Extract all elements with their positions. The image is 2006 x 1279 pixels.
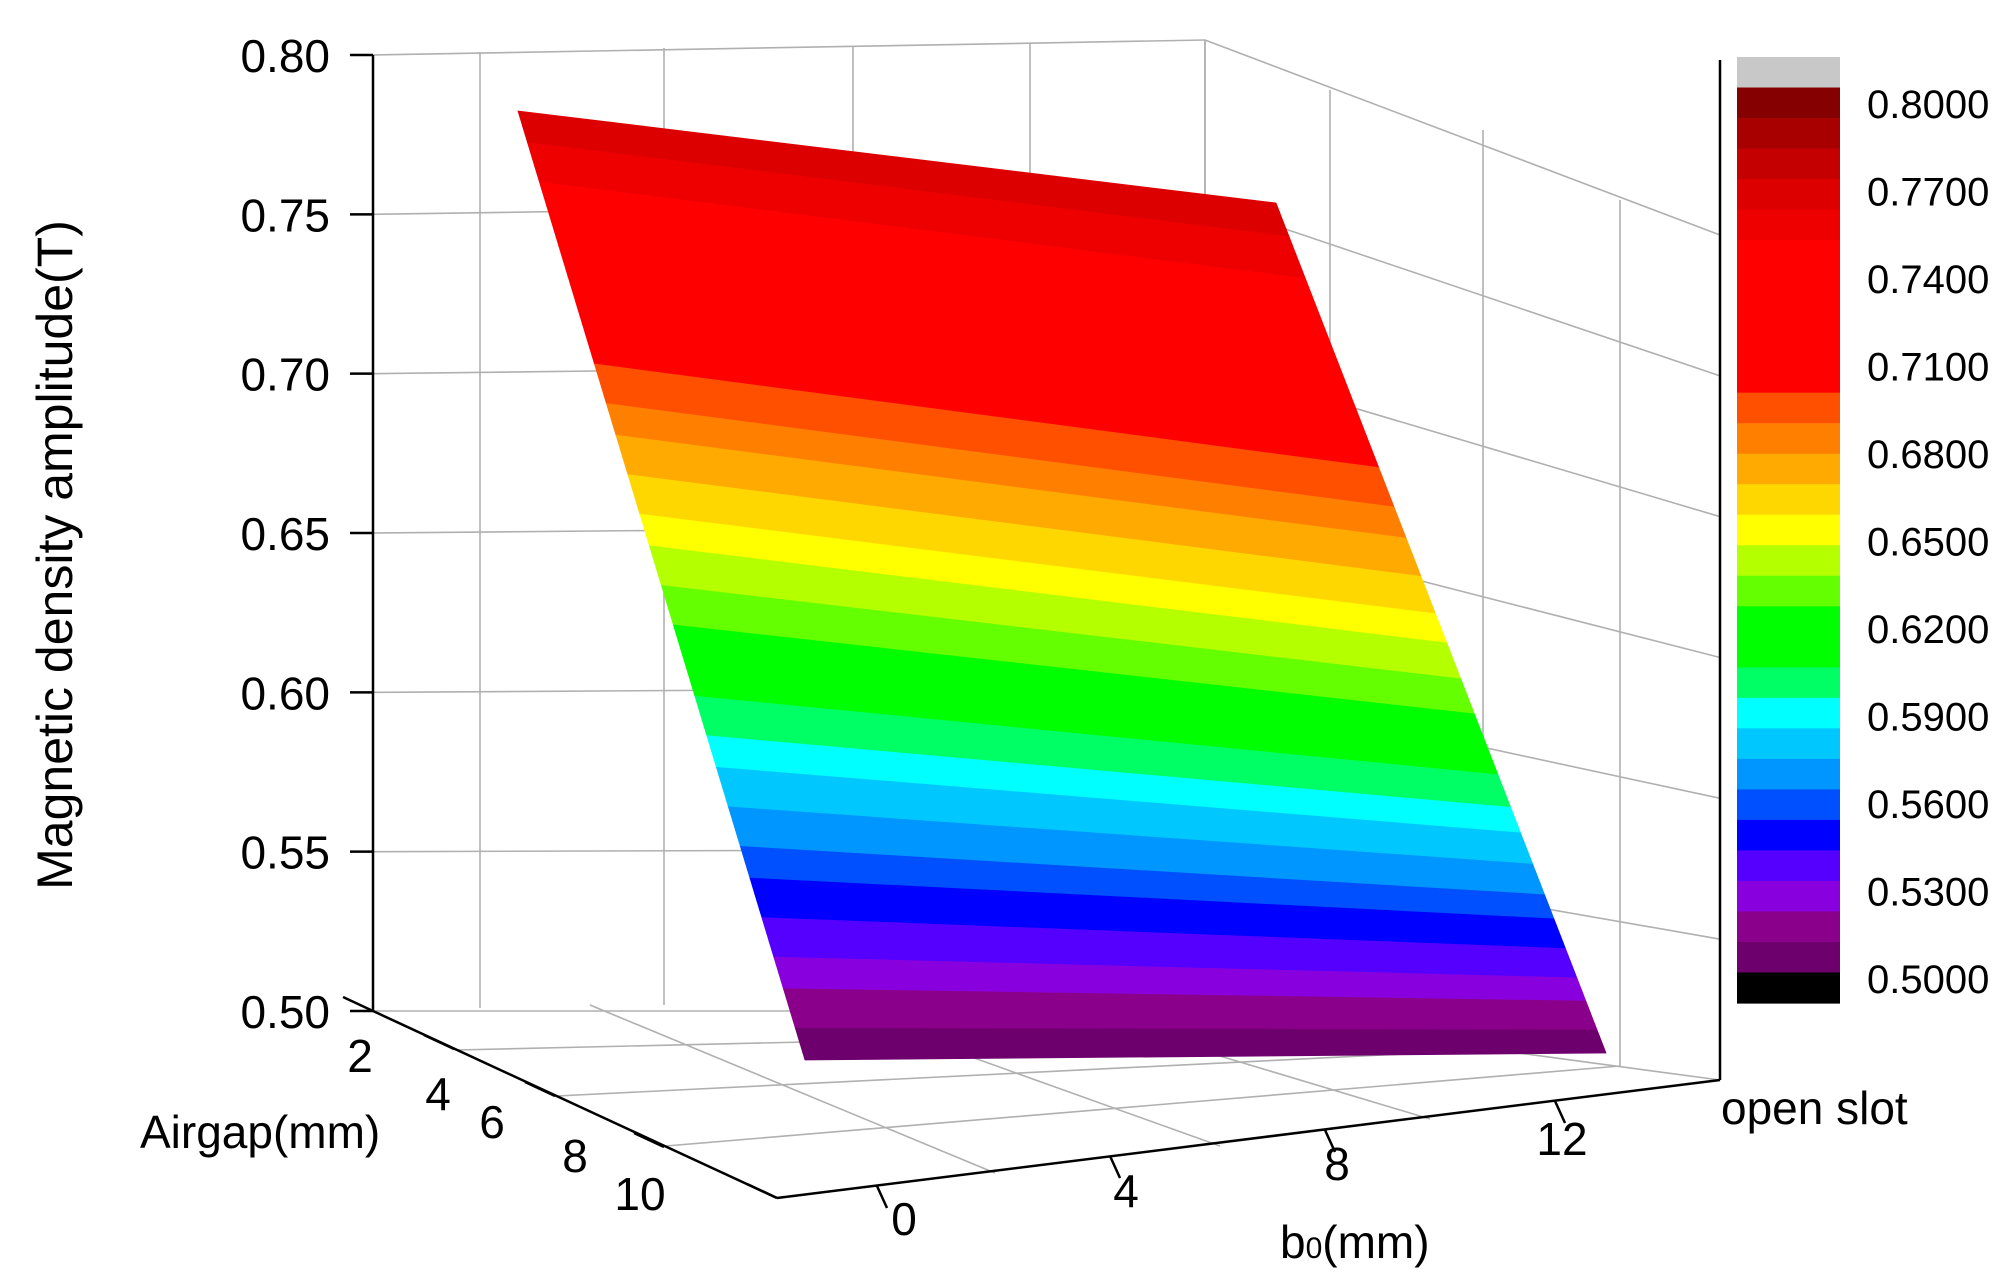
- z-axis-ticks: 0.80 0.75 0.70 0.65 0.60 0.55 0.50: [240, 30, 373, 1038]
- b0-axis-line: [776, 1078, 1721, 1200]
- colorbar-segment: [1737, 636, 1840, 668]
- colorbar-segment: [1737, 575, 1840, 607]
- airgap-tick-label: 6: [479, 1096, 505, 1148]
- b0-tick-label: 12: [1536, 1113, 1587, 1165]
- airgap-tick-label: 2: [347, 1030, 373, 1082]
- b0-tick-label: 0: [891, 1193, 917, 1245]
- colorbar-segment: [1737, 209, 1840, 241]
- grid-line-right: [1204, 201, 1721, 377]
- airgap-axis-label: Airgap(mm): [140, 1106, 380, 1158]
- grid-line-right: [1204, 39, 1721, 236]
- grid-line-floor: [556, 1049, 1484, 1097]
- colorbar-label: 0.6500: [1867, 521, 1989, 565]
- colorbar-label: 0.5600: [1867, 783, 1989, 827]
- colorbar-segment: [1737, 606, 1840, 638]
- b0-tick: [1323, 1129, 1337, 1153]
- colorbar-segment: [1737, 118, 1840, 150]
- grid-line-floor: [589, 1004, 996, 1174]
- colorbar-labels: 0.8000 0.7700 0.7400 0.7100 0.6800 0.6500 0.62…: [1867, 83, 1989, 1002]
- airgap-tick-label: 8: [562, 1130, 588, 1182]
- colorbar-label: 0.6200: [1867, 608, 1989, 652]
- airgap-tick-label: 4: [425, 1068, 451, 1120]
- colorbar-segment: [1737, 148, 1840, 180]
- colorbar-segment: [1737, 453, 1840, 485]
- colorbar-segment: [1737, 423, 1840, 455]
- colorbar-segment: [1737, 697, 1840, 729]
- airgap-tick: [342, 995, 374, 1013]
- z-tick-label: 0.80: [240, 30, 330, 82]
- b0-axis-ticks: 0 4 8 12: [875, 1100, 1588, 1245]
- grid-line-back: [372, 39, 1206, 56]
- colorbar-segment: [1737, 911, 1840, 943]
- colorbar-segment: [1737, 179, 1840, 211]
- colorbar-segment: [1737, 819, 1840, 852]
- b0-axis-label: b0(mm): [1280, 1216, 1430, 1268]
- b0-tick: [875, 1185, 889, 1209]
- z-tick-label: 0.60: [240, 667, 330, 719]
- colorbar-segment: [1737, 758, 1840, 790]
- z-tick-label: 0.70: [240, 349, 330, 401]
- surface-plot: [517, 110, 1607, 1061]
- surface-band: [802, 1046, 1607, 1061]
- colorbar-label: 0.7100: [1867, 346, 1989, 390]
- colorbar-segment: [1737, 392, 1840, 424]
- colorbar-label: 0.5000: [1867, 958, 1989, 1002]
- colorbar-label: 0.6800: [1867, 433, 1989, 477]
- b0-tick: [1553, 1100, 1567, 1124]
- airgap-axis-ticks: 246 8 10: [342, 995, 778, 1220]
- colorbar-segment: [1737, 301, 1840, 333]
- grid-line-floor: [665, 1065, 1621, 1147]
- colorbar-segment: [1737, 87, 1840, 119]
- colorbar-segment: [1737, 728, 1840, 760]
- colorbar-segment: [1737, 880, 1840, 913]
- colorbar-segment: [1737, 484, 1840, 516]
- surface-band: [794, 1027, 1600, 1037]
- z-tick-label: 0.50: [240, 986, 330, 1038]
- airgap-tick: [746, 1182, 778, 1200]
- colorbar-label: 0.5900: [1867, 696, 1989, 740]
- colorbar-label: 0.8000: [1867, 83, 1989, 127]
- colorbar-label: 0.7700: [1867, 171, 1989, 215]
- colorbar: [1737, 57, 1840, 1004]
- b0-tick-label: 8: [1324, 1138, 1350, 1190]
- open-slot-label: open slot: [1721, 1082, 1908, 1134]
- colorbar-segment: [1737, 331, 1840, 363]
- colorbar-segment: [1737, 240, 1840, 272]
- z-axis-label: Magnetic density amplitude(T): [27, 220, 83, 890]
- airgap-tick-label: 10: [614, 1168, 665, 1220]
- b0-tick: [1108, 1155, 1122, 1179]
- colorbar-segment: [1737, 941, 1840, 974]
- airgap-tick: [633, 1131, 665, 1149]
- colorbar-label: 0.5300: [1867, 871, 1989, 915]
- z-tick-label: 0.65: [240, 508, 330, 560]
- colorbar-segment: [1737, 850, 1840, 882]
- airgap-tick: [423, 1033, 455, 1051]
- colorbar-segment: [1737, 362, 1840, 394]
- colorbar-segment: [1737, 545, 1840, 577]
- colorbar-segment: [1737, 789, 1840, 821]
- colorbar-segment: [1737, 667, 1840, 699]
- airgap-tick: [524, 1080, 556, 1098]
- colorbar-segment: [1737, 972, 1840, 1004]
- colorbar-segment: [1737, 270, 1840, 302]
- z-tick-label: 0.55: [240, 827, 330, 879]
- colorbar-label: 0.7400: [1867, 258, 1989, 302]
- colorbar-segment: [1737, 514, 1840, 546]
- colorbar-segment: [1737, 57, 1840, 89]
- b0-tick-label: 4: [1113, 1165, 1139, 1217]
- z-tick-label: 0.75: [240, 189, 330, 241]
